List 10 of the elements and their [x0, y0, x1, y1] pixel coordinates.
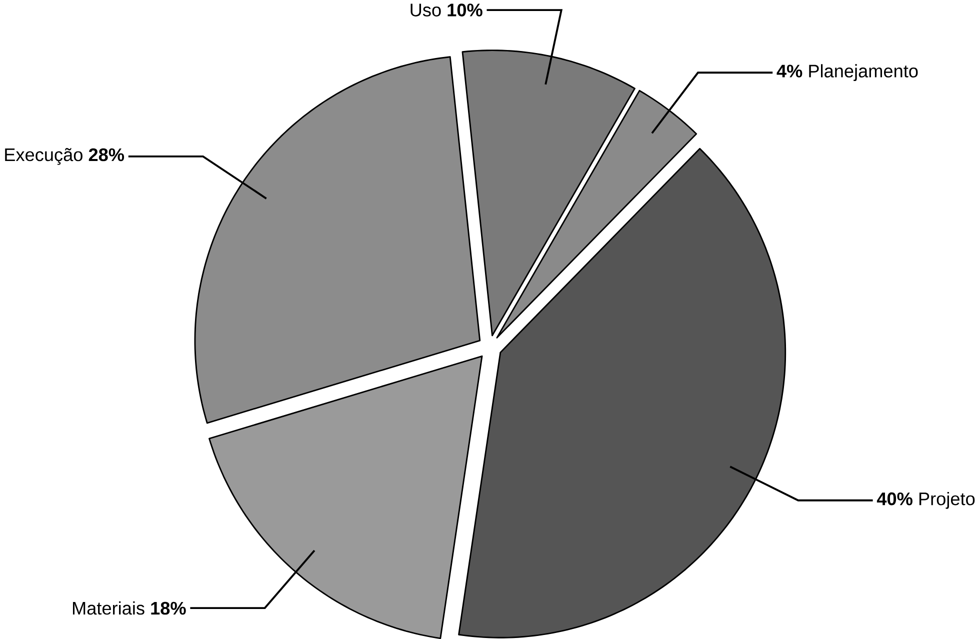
data-label: 18% — [151, 602, 186, 615]
data-label: 40% — [876, 492, 912, 506]
data-label: 4% — [776, 64, 802, 78]
slice-label: Uso — [410, 4, 441, 16]
slice-label: Materiais — [72, 601, 144, 615]
slice-label: Projeto — [919, 492, 975, 509]
slice-label: Planejamento — [809, 64, 918, 82]
slice-label: Execução — [5, 148, 82, 165]
data-label: 10% — [448, 4, 482, 16]
data-label: 28% — [88, 148, 124, 162]
